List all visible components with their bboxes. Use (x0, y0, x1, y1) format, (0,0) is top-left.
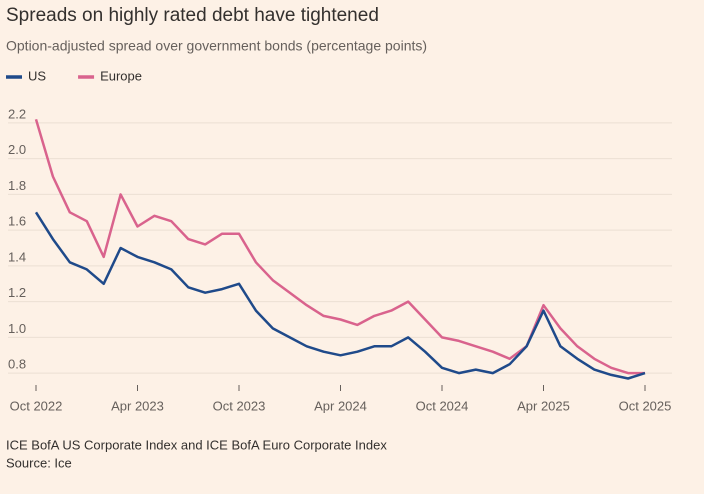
x-tick-label: Apr 2023 (111, 398, 164, 413)
x-tick-label: Apr 2025 (517, 398, 570, 413)
x-tick-label: Oct 2023 (213, 398, 266, 413)
y-tick-label: 1.4 (8, 249, 26, 264)
series-line (34, 118, 645, 375)
legend-label: US (28, 68, 46, 83)
chart-title: Spreads on highly rated debt have tighte… (6, 5, 379, 26)
y-tick-label: 2.2 (8, 106, 26, 121)
x-tick-label: Oct 2024 (416, 398, 469, 413)
y-tick-label: 1.2 (8, 285, 26, 300)
y-tick-label: 1.0 (8, 321, 26, 336)
chart-subtitle: Option-adjusted spread over government b… (6, 38, 427, 54)
x-tick-label: Apr 2024 (314, 398, 367, 413)
source: Source: Ice (6, 455, 72, 470)
legend-label: Europe (100, 68, 142, 83)
series-line (34, 211, 646, 380)
y-tick-label: 1.8 (8, 178, 26, 193)
notes: ICE BofA US Corporate Index and ICE BofA… (6, 437, 387, 452)
x-tick-label: Oct 2022 (10, 398, 63, 413)
x-tick-label: Oct 2025 (619, 398, 672, 413)
y-tick-label: 0.8 (8, 357, 26, 372)
y-tick-label: 1.6 (8, 214, 26, 229)
y-tick-label: 2.0 (8, 142, 26, 157)
